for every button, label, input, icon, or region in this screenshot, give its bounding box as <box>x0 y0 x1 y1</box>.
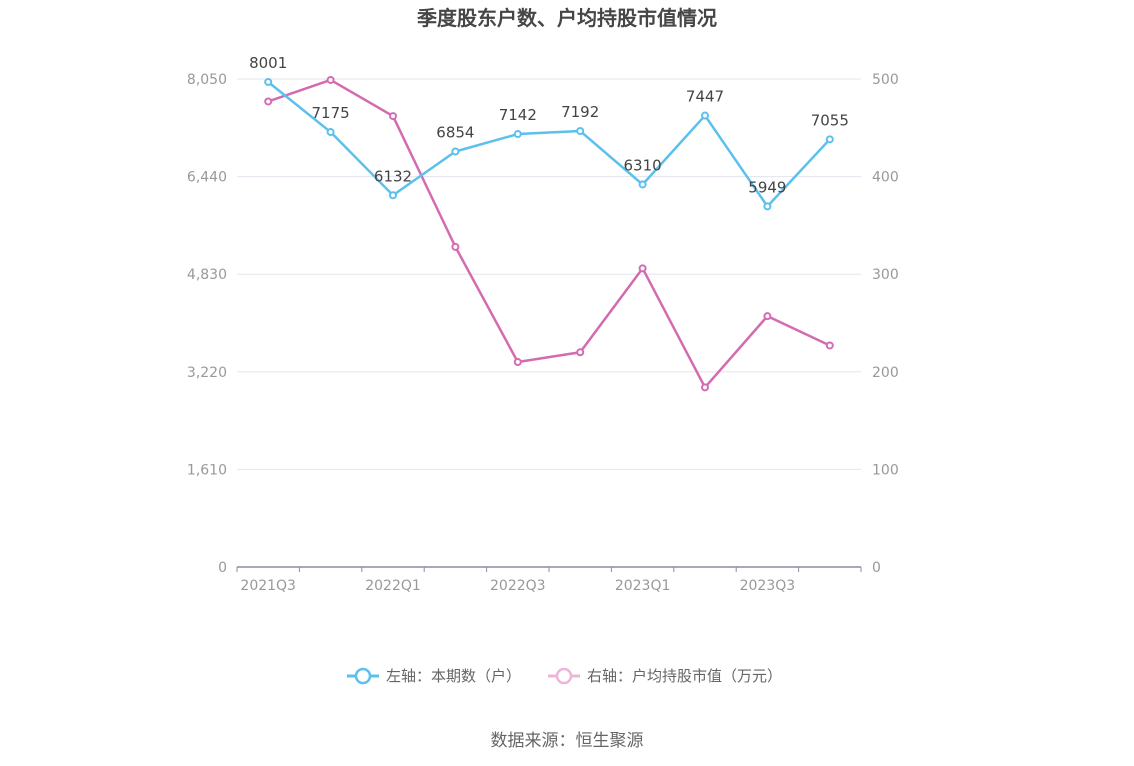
grid <box>237 78 861 470</box>
x-axis-tick-label: 2022Q3 <box>490 578 546 594</box>
left-axis-tick-label: 3,220 <box>187 365 227 381</box>
left-axis-tick-label: 1,610 <box>187 462 227 478</box>
left-axis-tick-label: 6,440 <box>187 170 227 186</box>
data-point-left <box>451 147 460 156</box>
data-point-left <box>326 128 335 137</box>
data-point-left <box>264 77 273 86</box>
data-label: 7142 <box>499 106 537 124</box>
right-axis-tick-label: 0 <box>872 560 881 576</box>
data-label: 8001 <box>249 54 287 72</box>
data-labels: 8001 7175 6132 6854 7142 7192 6310 7447 5949 7055 <box>249 54 849 196</box>
legend-item-right[interactable]: 右轴：户均持股市值（万元） <box>548 667 782 685</box>
x-axis-tick-label: 2023Q3 <box>740 578 796 594</box>
data-point-left <box>701 111 709 120</box>
data-label: 7055 <box>811 111 849 129</box>
data-label: 6310 <box>624 156 662 174</box>
data-point-right <box>638 264 647 273</box>
legend-label: 左轴：本期数（户） <box>386 667 521 685</box>
data-point-right <box>576 348 585 357</box>
axes: 0 0 1,610 100 3,220 200 4,830 300 6,440 400 8,050 5… <box>187 72 899 594</box>
x-axis-tick-label: 2023Q1 <box>615 578 671 594</box>
data-point-left <box>638 180 647 189</box>
series-line-left <box>267 80 831 208</box>
series <box>264 75 834 392</box>
x-axis-tick-label: 2021Q3 <box>240 578 296 594</box>
source-note: 数据来源：恒生聚源 <box>491 731 644 751</box>
data-point-right <box>451 242 460 251</box>
left-axis-tick-label: 4,830 <box>187 267 227 283</box>
legend-marker-icon <box>555 667 573 685</box>
data-point-right <box>264 97 273 106</box>
data-point-right <box>701 383 709 392</box>
data-label: 6132 <box>374 167 412 185</box>
right-axis-tick-label: 200 <box>872 365 899 381</box>
data-label: 5949 <box>748 178 786 196</box>
right-axis-tick-label: 100 <box>872 462 899 478</box>
left-axis-tick-label: 8,050 <box>187 72 227 88</box>
right-axis-tick-label: 500 <box>872 72 899 88</box>
data-point-left <box>763 202 772 211</box>
data-point-right <box>389 112 397 121</box>
series-line-right <box>267 78 831 389</box>
x-axis-tick-label: 2022Q1 <box>365 578 421 594</box>
right-axis-tick-label: 400 <box>872 170 899 186</box>
data-point-right <box>825 341 834 350</box>
chart-title: 季度股东户数、户均持股市值情况 <box>416 6 717 30</box>
right-axis-tick-label: 300 <box>872 267 899 283</box>
legend-label: 右轴：户均持股市值（万元） <box>587 667 782 685</box>
data-point-left <box>576 127 585 136</box>
data-point-left <box>513 130 522 139</box>
legend[interactable]: 左轴：本期数（户） 右轴：户均持股市值（万元） <box>347 667 782 685</box>
left-axis-tick-label: 0 <box>218 560 227 576</box>
legend-marker-icon <box>354 667 372 685</box>
data-label: 7447 <box>686 88 724 106</box>
data-point-right <box>326 75 335 84</box>
data-point-left <box>389 191 397 200</box>
data-label: 7175 <box>312 104 350 122</box>
data-label: 6854 <box>436 124 474 142</box>
data-label: 7192 <box>561 103 599 121</box>
legend-item-left[interactable]: 左轴：本期数（户） <box>347 667 521 685</box>
data-point-left <box>825 135 834 144</box>
data-point-right <box>513 358 522 367</box>
data-point-right <box>763 312 772 321</box>
